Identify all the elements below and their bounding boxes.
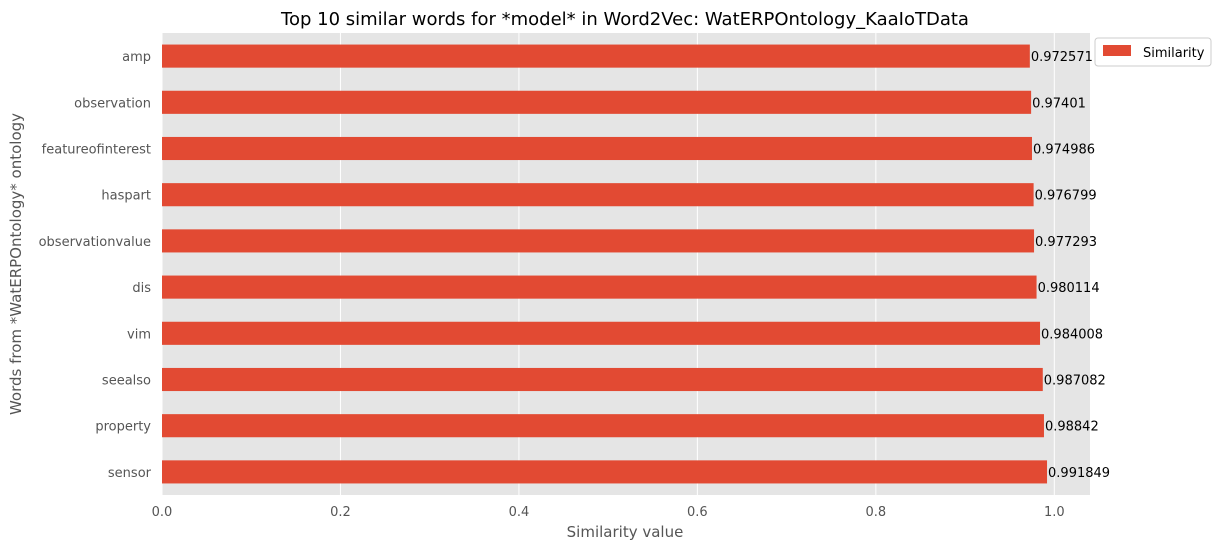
y-tick-label-observationvalue: observationvalue	[39, 235, 151, 250]
data-labels: 0.991849 0.98842 0.987082 0.984008 0.980114 0…	[1031, 50, 1110, 481]
bar-haspart	[162, 183, 1034, 207]
y-tick-label-haspart: haspart	[101, 189, 151, 204]
bar-observation	[162, 90, 1032, 114]
y-tick-label-property: property	[95, 420, 151, 435]
bar-observationvalue	[162, 229, 1035, 253]
y-tick-label-featureofinterest: featureofinterest	[42, 143, 151, 158]
bar-amp	[162, 44, 1030, 68]
data-label-observationvalue: 0.977293	[1035, 235, 1097, 250]
x-axis-label: Similarity value	[567, 523, 684, 541]
x-tick-label: 0.0	[152, 505, 173, 520]
legend: Similarity	[1094, 37, 1212, 67]
data-label-dis: 0.980114	[1038, 281, 1100, 296]
y-axis-label: Words from *WatERPOntology* ontology	[7, 113, 25, 415]
x-tick-label: 0.6	[687, 505, 708, 520]
x-tick-label: 0.2	[330, 505, 351, 520]
data-label-haspart: 0.976799	[1035, 189, 1097, 204]
x-tick-label: 0.4	[509, 505, 530, 520]
chart-title: Top 10 similar words for *model* in Word…	[280, 9, 969, 30]
data-label-observation: 0.97401	[1032, 96, 1086, 111]
data-label-property: 0.98842	[1045, 420, 1099, 435]
bar-seealso	[162, 367, 1043, 392]
bar-property	[162, 414, 1044, 438]
data-label-amp: 0.972571	[1031, 50, 1093, 65]
x-tick-labels: 0.0 0.2 0.4 0.6 0.8 1.0	[152, 505, 1065, 520]
y-tick-label-dis: dis	[132, 281, 151, 296]
bar-featureofinterest	[162, 136, 1032, 161]
bar-dis	[162, 275, 1037, 299]
y-tick-label-observation: observation	[74, 96, 151, 111]
x-tick-label: 0.8	[866, 505, 887, 520]
y-tick-label-sensor: sensor	[108, 466, 152, 481]
bar-sensor	[162, 460, 1048, 484]
y-tick-label-vim: vim	[127, 327, 151, 342]
x-tick-label: 1.0	[1044, 505, 1065, 520]
data-label-vim: 0.984008	[1041, 327, 1103, 342]
y-tick-label-seealso: seealso	[102, 374, 151, 389]
data-label-seealso: 0.987082	[1044, 374, 1106, 389]
bar-vim	[162, 321, 1041, 345]
y-tick-labels: sensor property seealso vim dis observationva…	[39, 50, 152, 481]
bars	[162, 44, 1048, 484]
y-tick-label-amp: amp	[122, 50, 151, 65]
legend-label: Similarity	[1143, 46, 1205, 61]
data-label-sensor: 0.991849	[1048, 466, 1110, 481]
legend-swatch	[1103, 45, 1131, 56]
data-label-featureofinterest: 0.974986	[1033, 143, 1095, 158]
